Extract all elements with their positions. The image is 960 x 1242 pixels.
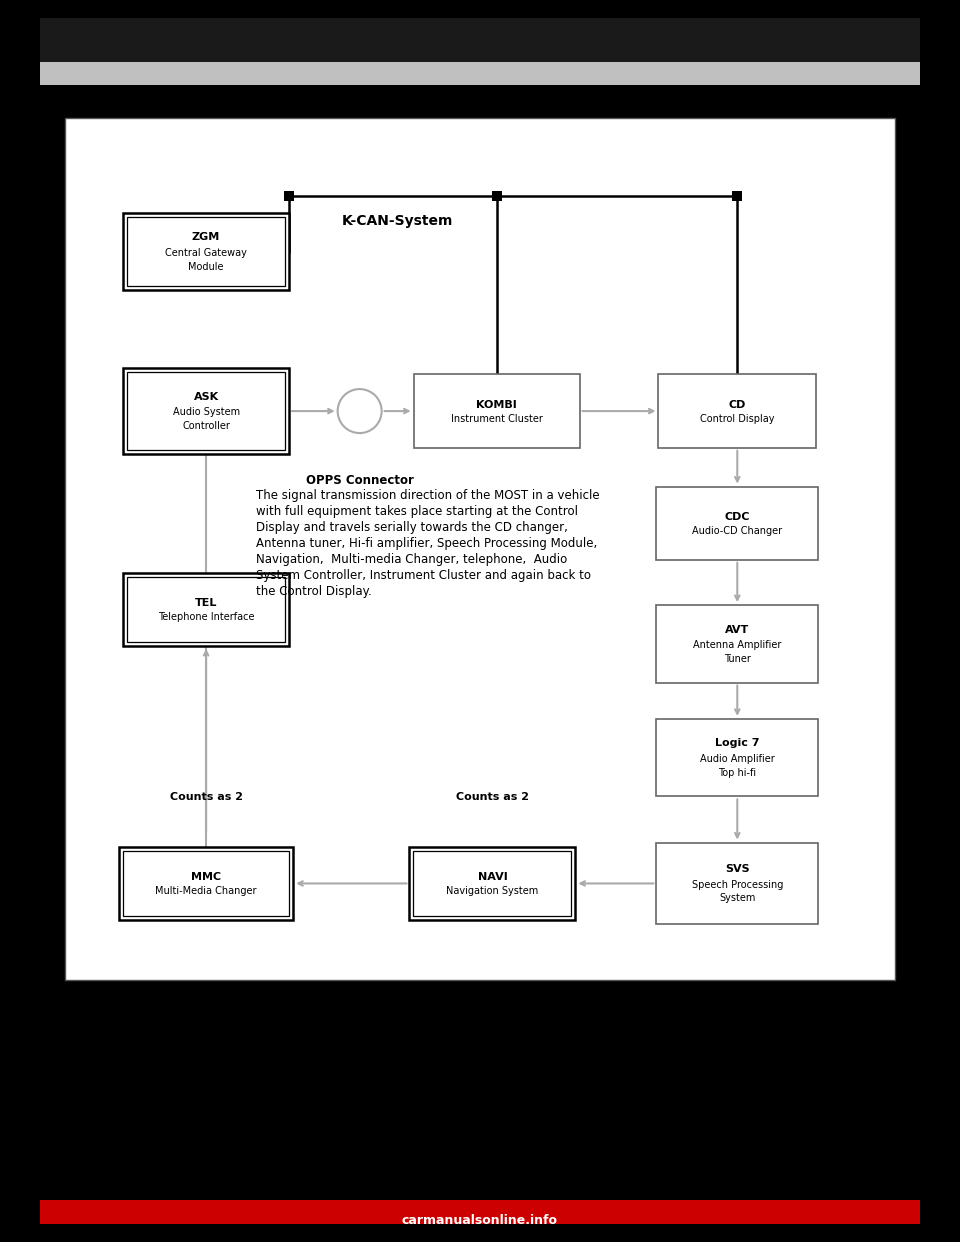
Text: Navigation,  Multi-media Changer, telephone,  Audio: Navigation, Multi-media Changer, telepho…	[256, 553, 567, 565]
Bar	[65, 118, 895, 980]
Text: Counts as 2: Counts as 2	[456, 792, 529, 802]
Bar	[123, 368, 289, 455]
Text: Controller: Controller	[182, 421, 230, 431]
Bar	[127, 217, 285, 287]
Text: Tuner: Tuner	[724, 653, 751, 663]
Text: The component sequence of the MOST controllers in the ETM is incor-: The component sequence of the MOST contr…	[140, 999, 585, 1011]
Bar	[410, 847, 575, 920]
Bar	[40, 1200, 920, 1242]
Text: ASK: ASK	[194, 391, 219, 401]
Text: The signal transmission direction of the MOST in a vehicle: The signal transmission direction of the…	[256, 488, 600, 502]
Text: Antenna Amplifier: Antenna Amplifier	[693, 640, 781, 650]
Text: Telephone Interface: Telephone Interface	[157, 612, 254, 622]
Text: Audio-CD Changer: Audio-CD Changer	[692, 525, 782, 537]
Bar	[40, 0, 920, 62]
Text: CDC: CDC	[725, 512, 750, 522]
Text: MMC: MMC	[191, 872, 221, 882]
Text: Instrument Cluster: Instrument Cluster	[450, 414, 542, 424]
Text: carmanualsonline.info: carmanualsonline.info	[402, 1215, 558, 1227]
Text: Audio Amplifier: Audio Amplifier	[700, 754, 775, 764]
Text: Speech Processing: Speech Processing	[691, 879, 783, 889]
Bar	[657, 842, 818, 924]
Text: OPPS Connector: OPPS Connector	[305, 473, 414, 487]
Bar	[127, 576, 285, 642]
Bar	[657, 719, 818, 796]
Bar	[732, 190, 742, 200]
Text: SVS: SVS	[725, 864, 750, 874]
Text: Module: Module	[188, 262, 224, 272]
Text: KOMBI: KOMBI	[476, 400, 517, 410]
Text: CD: CD	[729, 400, 746, 410]
Text: Navigation System: Navigation System	[446, 887, 539, 897]
Text: Central Gateway: Central Gateway	[165, 248, 247, 258]
Bar	[659, 374, 816, 447]
Text: Counts as 2: Counts as 2	[170, 792, 243, 802]
Text: ZGM: ZGM	[192, 232, 220, 242]
Text: MOST Bus Diagnosis: MOST Bus Diagnosis	[770, 1210, 870, 1220]
Text: the Control Display.: the Control Display.	[256, 585, 372, 597]
Bar	[414, 851, 571, 917]
Text: NAVI: NAVI	[477, 872, 507, 882]
Bar	[414, 374, 580, 447]
Text: Top hi-fi: Top hi-fi	[718, 768, 756, 777]
Text: System Controller, Instrument Cluster and again back to: System Controller, Instrument Cluster an…	[256, 569, 591, 581]
Bar	[657, 605, 818, 683]
Text: Display and travels serially towards the CD changer,: Display and travels serially towards the…	[256, 520, 567, 534]
Text: TEL: TEL	[195, 597, 217, 607]
Bar	[123, 573, 289, 646]
Text: with full equipment takes place starting at the Control: with full equipment takes place starting…	[256, 504, 578, 518]
Text: Communication Direction in MOST structure: Communication Direction in MOST structur…	[65, 98, 511, 116]
Text: Antenna tuner, Hi-fi amplifier, Speech Processing Module,: Antenna tuner, Hi-fi amplifier, Speech P…	[256, 537, 597, 550]
Text: cated above!: cated above!	[65, 1032, 148, 1045]
Bar	[123, 851, 289, 917]
Bar	[284, 190, 294, 200]
Bar	[657, 487, 818, 560]
Bar	[40, 62, 920, 84]
Text: rect when it comes to signal transmission direction.  The  correct sequence is i: rect when it comes to signal transmissio…	[65, 1015, 583, 1028]
Text: Logic 7: Logic 7	[715, 738, 759, 748]
Bar	[123, 212, 289, 291]
Text: System: System	[719, 893, 756, 903]
Text: Audio System: Audio System	[173, 407, 240, 417]
Text: Important!!!: Important!!!	[65, 999, 153, 1011]
Text: K-CAN-System: K-CAN-System	[342, 215, 453, 229]
Text: AVT: AVT	[725, 625, 750, 635]
Text: 11: 11	[845, 1186, 870, 1203]
Text: Multi-Media Changer: Multi-Media Changer	[156, 887, 257, 897]
Text: Control Display: Control Display	[700, 414, 775, 424]
Bar	[492, 190, 501, 200]
Bar	[127, 373, 285, 450]
Bar	[119, 847, 293, 920]
